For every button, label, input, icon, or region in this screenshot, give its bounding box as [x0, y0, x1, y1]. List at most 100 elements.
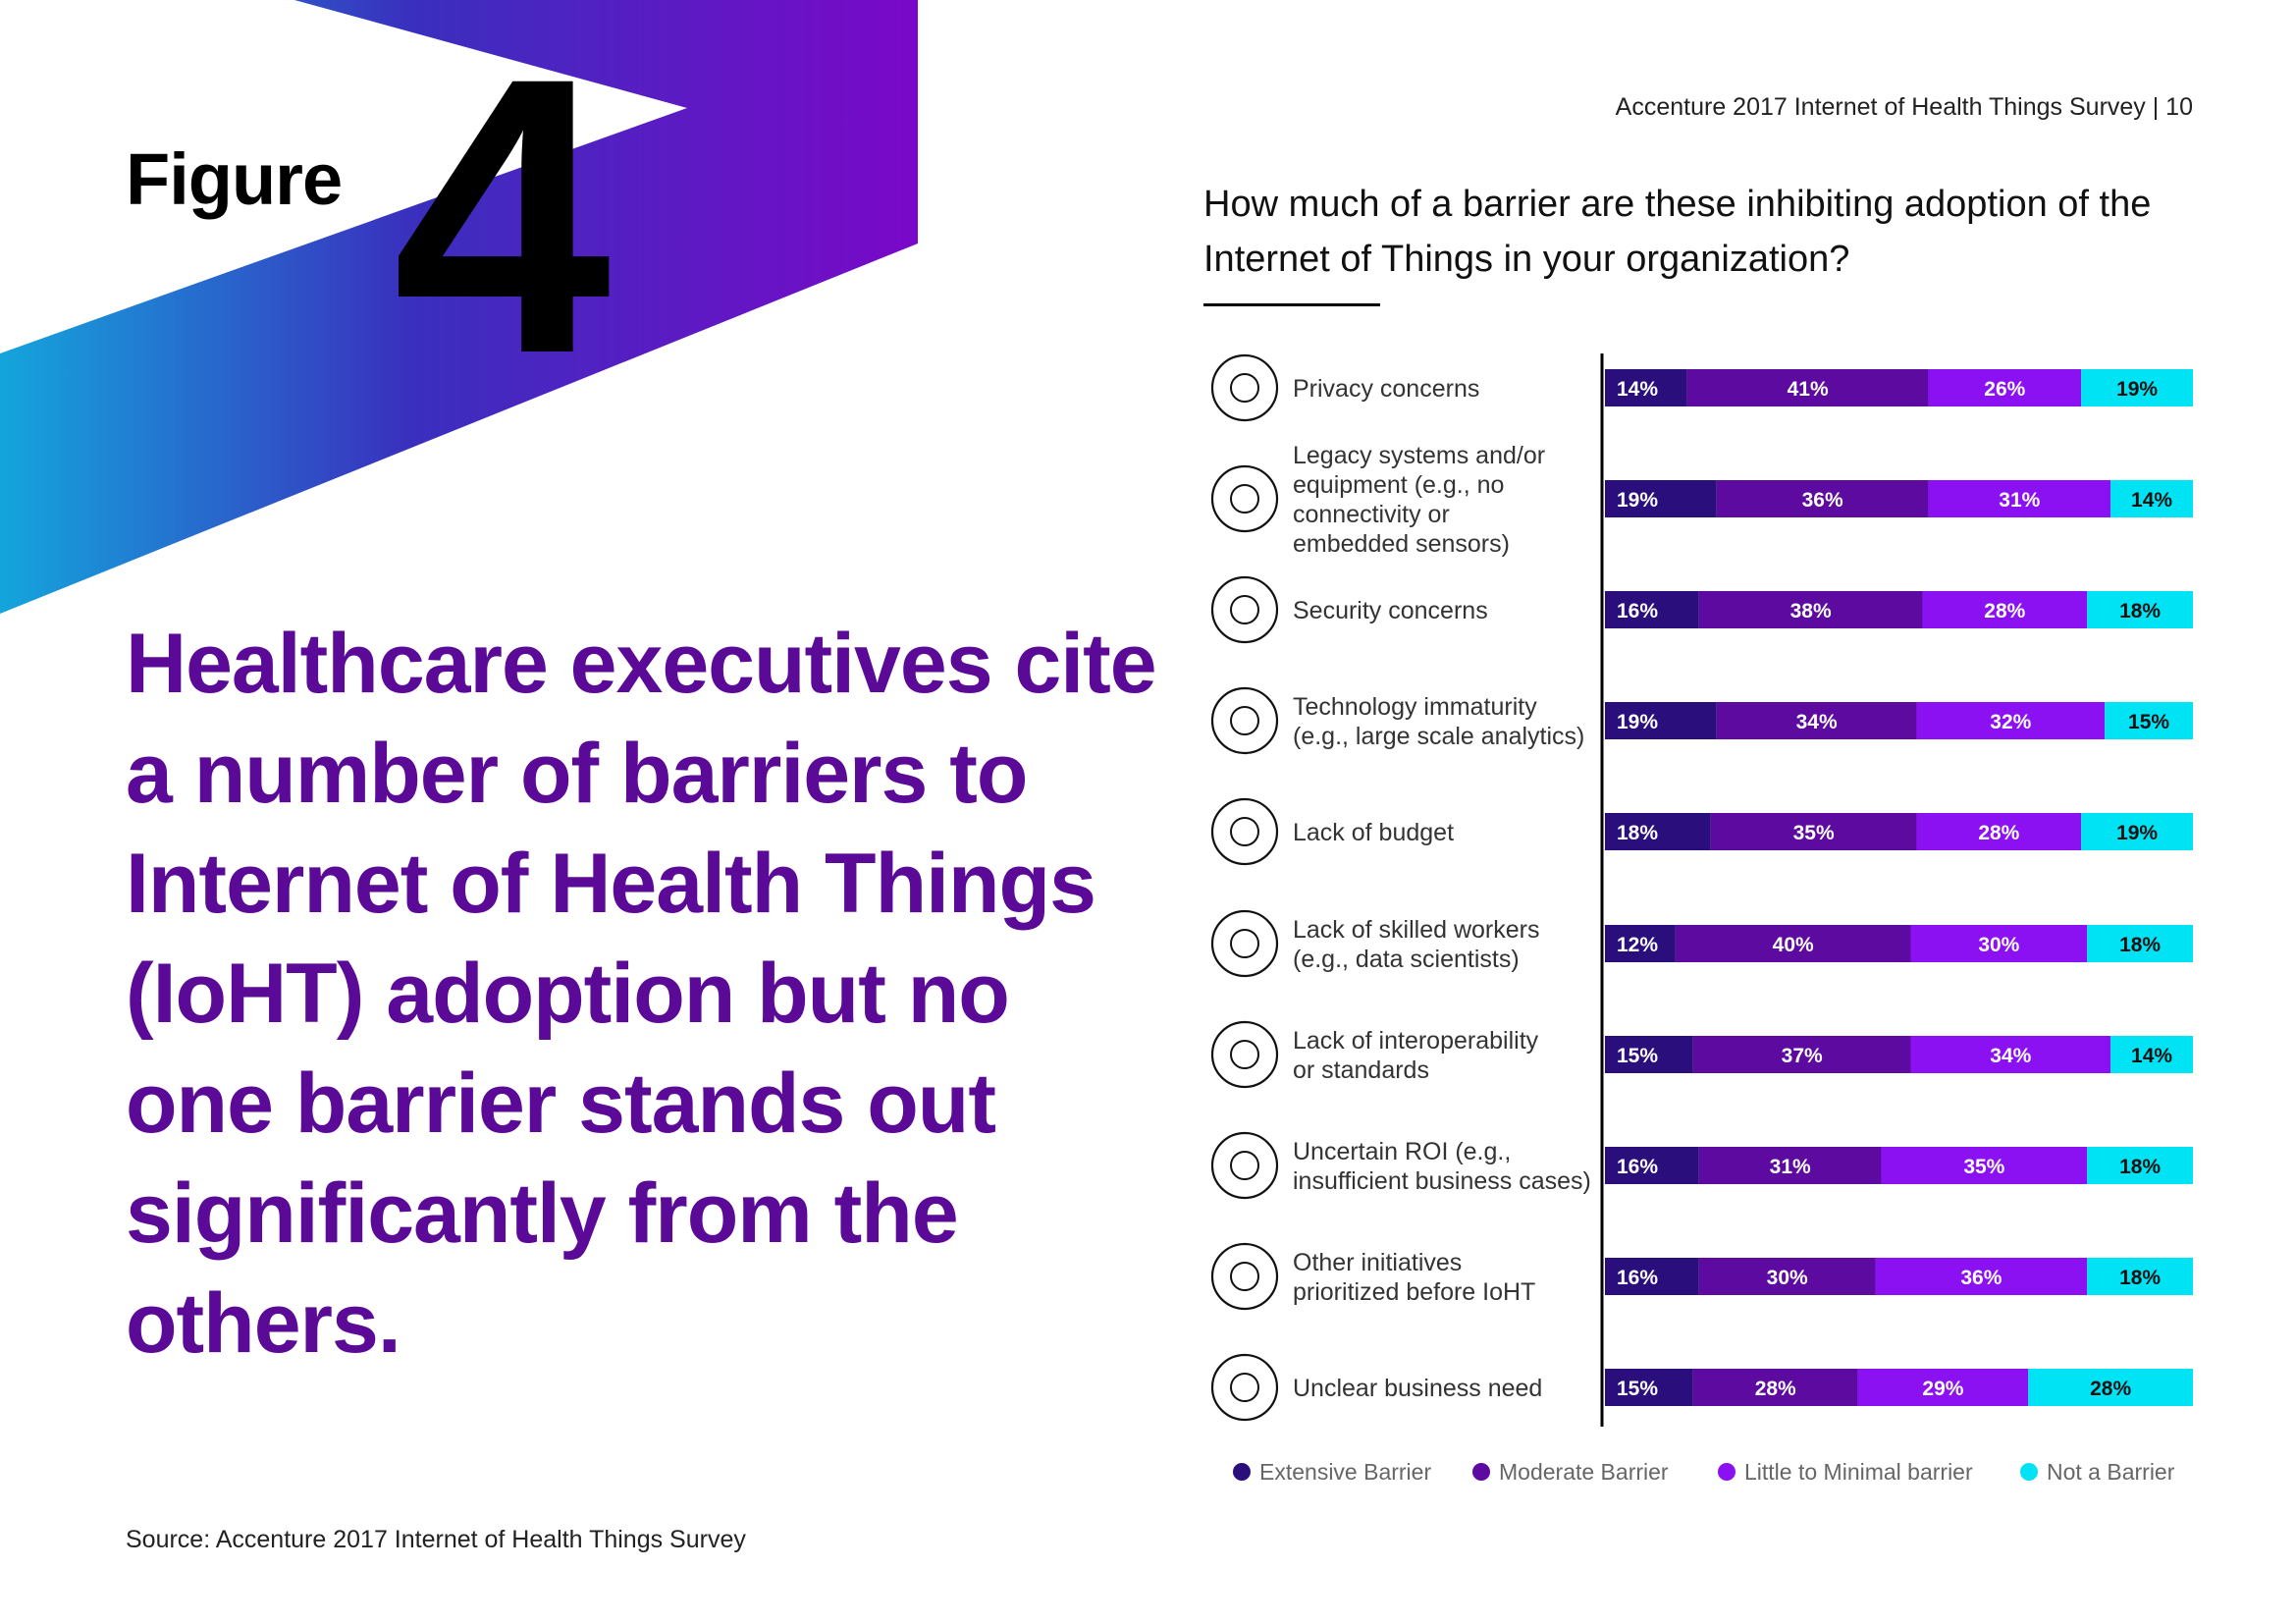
bar-segment: [2081, 813, 2193, 850]
icon-glyph: [1230, 1262, 1259, 1291]
stacked-bar-chart: Privacy concerns 14% 41% 26% 19% Legacy syste…: [1210, 353, 2193, 1427]
bar-segment: [1710, 813, 1917, 850]
data-label: 14%: [2131, 1045, 2172, 1067]
data-label: 37%: [1782, 1045, 1823, 1067]
bar-segment: [2110, 1036, 2193, 1073]
bar-segment: [1605, 1036, 1693, 1073]
data-label: 16%: [1617, 1267, 1658, 1289]
legend-label-not: Not a Barrier: [2047, 1458, 2175, 1485]
bar-segment: [1916, 813, 2082, 850]
data-label: 29%: [1922, 1378, 1963, 1400]
data-label: 15%: [2128, 711, 2169, 733]
bar-segment: [1928, 480, 2111, 517]
bar-segment: [1698, 591, 1923, 628]
bar-segment: [1692, 1036, 1911, 1073]
bar-segment: [1605, 369, 1687, 406]
category-label: Lack of interoperability or standards: [1293, 1027, 1539, 1084]
category-label: Security concerns: [1293, 597, 1488, 624]
bar-segment: [1605, 1258, 1699, 1295]
bar-segment: [1605, 1147, 1699, 1184]
data-label: 26%: [1984, 378, 2025, 401]
legend-label-moderate: Moderate Barrier: [1499, 1458, 1669, 1485]
data-label: 16%: [1617, 600, 1658, 623]
legend-swatch-extensive: [1233, 1463, 1251, 1481]
figure-number: 4: [393, 0, 611, 435]
legend-little: Little to Minimal barrier: [1718, 1457, 1973, 1487]
bar-segment: [1605, 591, 1699, 628]
redirect-icon: [1210, 1242, 1279, 1311]
network-icon: [1210, 1353, 1279, 1422]
data-label: 19%: [2116, 378, 2158, 401]
bar-segment: [2028, 1369, 2193, 1406]
data-label: 32%: [1990, 711, 2031, 733]
arrows-icon: [1210, 1020, 1279, 1089]
category-label: Other initiatives prioritized before IoHT: [1293, 1249, 1535, 1306]
legend-swatch-little: [1718, 1463, 1735, 1481]
headline: Healthcare executives cite a number of b…: [126, 617, 1157, 1371]
bar-segment: [2087, 925, 2193, 962]
data-label: 36%: [1802, 489, 1843, 512]
bar-segment: [1692, 1369, 1858, 1406]
bar-segment: [1922, 591, 2088, 628]
bar-segment: [1698, 1258, 1876, 1295]
category-label: Legacy systems and/or equipment (e.g., no…: [1293, 442, 1545, 558]
bar-segment: [1675, 925, 1911, 962]
padlock-icon: [1210, 575, 1279, 644]
data-label: 15%: [1617, 1045, 1658, 1067]
data-label: 30%: [1767, 1267, 1808, 1289]
category-label: Unclear business need: [1293, 1375, 1542, 1402]
data-label: 19%: [2116, 822, 2158, 844]
icon-glyph: [1230, 1151, 1259, 1180]
icon-glyph: [1230, 373, 1259, 403]
data-label: 28%: [1755, 1378, 1796, 1400]
data-label: 41%: [1788, 378, 1829, 401]
data-label: 18%: [2119, 1156, 2161, 1178]
category-label: Privacy concerns: [1293, 375, 1479, 403]
legend-label-little: Little to Minimal barrier: [1744, 1458, 1973, 1485]
bar-segment: [1698, 1147, 1882, 1184]
data-label: 31%: [1770, 1156, 1811, 1178]
icon-glyph: [1230, 595, 1259, 624]
sensor-icon: [1210, 686, 1279, 755]
legend-moderate: Moderate Barrier: [1472, 1457, 1669, 1487]
bar-segment: [1716, 702, 1917, 739]
bar-segment: [1910, 925, 2088, 962]
dollar-question-icon: [1210, 1131, 1279, 1200]
data-label: 18%: [2119, 600, 2161, 623]
page-header: Accenture 2017 Internet of Health Things…: [1615, 93, 2193, 121]
category-label: Technology immaturity (e.g., large scale …: [1293, 693, 1584, 750]
laptop-icon: [1210, 464, 1279, 533]
decorative-banner: [0, 0, 918, 614]
bar-segment: [1686, 369, 1929, 406]
bar-segment: [1605, 1369, 1693, 1406]
bar-segment: [1857, 1369, 2029, 1406]
category-label: Lack of budget: [1293, 819, 1454, 846]
data-label: 35%: [1793, 822, 1835, 844]
data-label: 18%: [1617, 822, 1658, 844]
data-label: 14%: [1617, 378, 1658, 401]
data-label: 28%: [1978, 822, 2019, 844]
data-label: 18%: [2119, 1267, 2161, 1289]
data-label: 16%: [1617, 1156, 1658, 1178]
bar-segment: [2110, 480, 2193, 517]
data-label: 40%: [1773, 934, 1814, 956]
legend-swatch-not: [2020, 1463, 2038, 1481]
eye-lock-icon: [1210, 353, 1279, 422]
icon-glyph: [1230, 706, 1259, 735]
data-label: 15%: [1617, 1378, 1658, 1400]
legend-not: Not a Barrier: [2020, 1457, 2174, 1487]
banner-shape: [0, 0, 918, 614]
data-label: 18%: [2119, 934, 2161, 956]
data-label: 19%: [1617, 711, 1658, 733]
bar-segment: [1916, 702, 2106, 739]
chart-question: How much of a barrier are these inhibiti…: [1203, 184, 2152, 280]
bar-segment: [1605, 925, 1676, 962]
data-label: 31%: [1999, 489, 2040, 512]
bar-segment: [1605, 480, 1717, 517]
data-label: 12%: [1617, 934, 1658, 956]
icon-glyph: [1230, 929, 1259, 958]
data-label: 28%: [2090, 1378, 2131, 1400]
data-label: 30%: [1978, 934, 2019, 956]
bar-segment: [1881, 1147, 2088, 1184]
no-budget-icon: [1210, 797, 1279, 866]
